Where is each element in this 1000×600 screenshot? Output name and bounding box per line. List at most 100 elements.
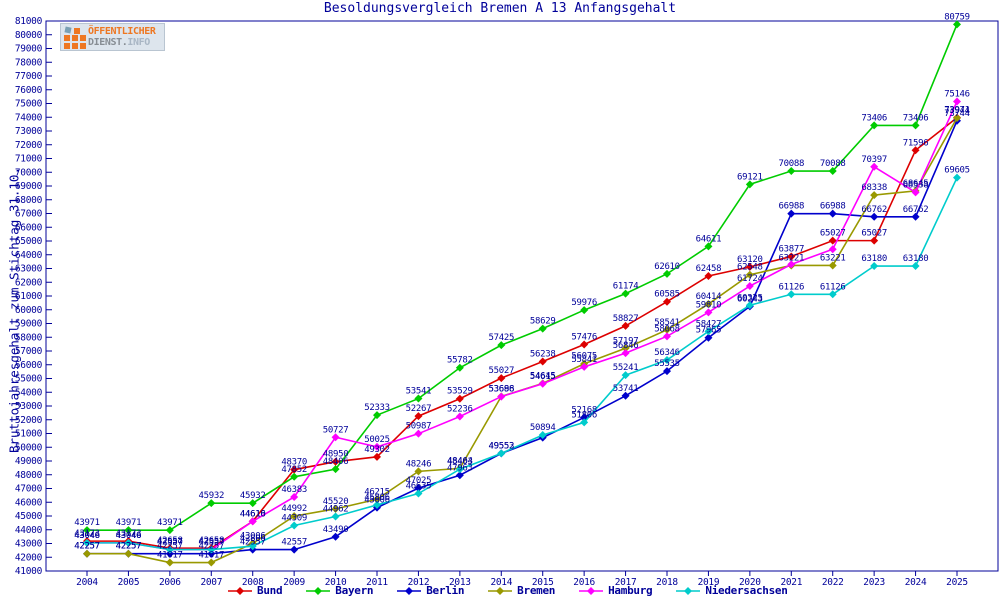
data-point-marker[interactable] xyxy=(870,162,879,171)
data-point-marker[interactable] xyxy=(83,549,91,558)
data-point-marker[interactable] xyxy=(911,262,920,271)
data-point-marker[interactable] xyxy=(373,442,381,451)
data-point-marker[interactable] xyxy=(455,363,464,372)
data-point-marker[interactable] xyxy=(704,308,713,317)
data-point-marker[interactable] xyxy=(290,465,299,474)
data-point-marker[interactable] xyxy=(455,465,464,474)
data-point-marker[interactable] xyxy=(621,321,630,330)
data-point-marker[interactable] xyxy=(580,418,589,427)
data-point-marker[interactable] xyxy=(331,465,340,474)
data-point-marker[interactable] xyxy=(331,512,340,521)
data-point-marker[interactable] xyxy=(331,504,340,513)
data-point-marker[interactable] xyxy=(455,412,464,421)
data-point-marker[interactable] xyxy=(290,472,299,481)
data-point-marker[interactable] xyxy=(497,374,506,383)
data-point-marker[interactable] xyxy=(165,549,174,558)
data-point-marker[interactable] xyxy=(911,212,920,221)
data-point-marker[interactable] xyxy=(953,97,961,106)
legend-item-bund[interactable]: Bund xyxy=(228,584,283,597)
data-point-marker[interactable] xyxy=(497,341,506,350)
data-point-marker[interactable] xyxy=(414,467,423,476)
data-point-marker[interactable] xyxy=(828,261,837,270)
data-point-marker[interactable] xyxy=(207,545,216,554)
data-point-marker[interactable] xyxy=(621,289,630,298)
legend-item-berlin[interactable]: Berlin xyxy=(397,584,464,597)
data-point-marker[interactable] xyxy=(83,538,91,547)
data-point-marker[interactable] xyxy=(290,521,299,530)
data-point-marker[interactable] xyxy=(870,262,879,271)
data-point-marker[interactable] xyxy=(663,269,671,278)
data-point-marker[interactable] xyxy=(373,452,381,461)
data-point-marker[interactable] xyxy=(207,499,216,508)
data-point-marker[interactable] xyxy=(663,355,671,364)
data-point-marker[interactable] xyxy=(538,430,547,439)
data-point-marker[interactable] xyxy=(373,495,381,504)
data-point-marker[interactable] xyxy=(745,282,754,291)
series-niedersachsen[interactable] xyxy=(83,173,961,554)
data-point-marker[interactable] xyxy=(911,188,920,197)
data-point-marker[interactable] xyxy=(745,180,754,189)
data-point-marker[interactable] xyxy=(580,306,589,315)
data-point-marker[interactable] xyxy=(787,252,796,261)
data-point-marker[interactable] xyxy=(414,489,423,498)
legend-item-hamburg[interactable]: Hamburg xyxy=(579,584,653,597)
data-point-marker[interactable] xyxy=(331,433,340,442)
data-point-marker[interactable] xyxy=(704,271,713,280)
data-point-marker[interactable] xyxy=(911,146,920,155)
data-point-marker[interactable] xyxy=(580,340,589,349)
data-point-marker[interactable] xyxy=(663,332,671,341)
data-point-marker[interactable] xyxy=(414,394,423,403)
data-point-marker[interactable] xyxy=(870,121,879,130)
data-point-marker[interactable] xyxy=(704,327,713,336)
data-point-marker[interactable] xyxy=(538,357,547,366)
data-point-marker[interactable] xyxy=(538,324,547,333)
data-point-marker[interactable] xyxy=(663,297,671,306)
data-point-marker[interactable] xyxy=(373,411,381,420)
data-point-marker[interactable] xyxy=(787,167,796,176)
data-point-marker[interactable] xyxy=(124,549,133,558)
data-point-marker[interactable] xyxy=(497,449,506,458)
data-point-marker[interactable] xyxy=(248,499,257,508)
data-point-marker[interactable] xyxy=(787,290,796,299)
data-point-marker[interactable] xyxy=(580,362,589,371)
data-point-marker[interactable] xyxy=(290,512,299,521)
data-point-marker[interactable] xyxy=(621,344,630,353)
data-point-marker[interactable] xyxy=(621,371,630,380)
data-point-marker[interactable] xyxy=(828,236,837,245)
data-point-marker[interactable] xyxy=(165,558,174,567)
legend-item-bayern[interactable]: Bayern xyxy=(306,584,374,597)
data-point-marker[interactable] xyxy=(248,517,257,526)
data-point-marker[interactable] xyxy=(787,260,796,269)
data-point-marker[interactable] xyxy=(621,349,630,358)
data-point-marker[interactable] xyxy=(538,379,547,388)
data-point-marker[interactable] xyxy=(828,290,837,299)
data-point-marker[interactable] xyxy=(373,500,381,509)
data-point-marker[interactable] xyxy=(331,532,340,541)
data-point-marker[interactable] xyxy=(165,526,174,535)
data-point-marker[interactable] xyxy=(248,542,257,551)
data-point-marker[interactable] xyxy=(414,412,423,421)
data-point-marker[interactable] xyxy=(663,325,671,334)
data-point-marker[interactable] xyxy=(828,209,837,218)
data-point-marker[interactable] xyxy=(207,558,216,567)
data-point-marker[interactable] xyxy=(207,549,216,558)
data-point-marker[interactable] xyxy=(953,173,961,182)
data-point-marker[interactable] xyxy=(497,392,506,401)
legend-item-bremen[interactable]: Bremen xyxy=(488,584,555,597)
data-point-marker[interactable] xyxy=(911,121,920,130)
data-point-marker[interactable] xyxy=(704,242,713,251)
data-point-marker[interactable] xyxy=(870,191,879,200)
data-point-marker[interactable] xyxy=(331,457,340,466)
data-point-marker[interactable] xyxy=(745,301,754,310)
data-point-marker[interactable] xyxy=(290,492,299,501)
data-point-marker[interactable] xyxy=(455,471,464,480)
data-point-marker[interactable] xyxy=(787,209,796,218)
data-point-marker[interactable] xyxy=(124,526,133,535)
data-point-marker[interactable] xyxy=(953,114,961,123)
data-point-marker[interactable] xyxy=(165,545,174,554)
data-point-marker[interactable] xyxy=(870,236,879,245)
legend-item-niedersachsen[interactable]: Niedersachsen xyxy=(676,584,788,597)
data-point-marker[interactable] xyxy=(124,538,133,547)
data-point-marker[interactable] xyxy=(290,545,299,554)
